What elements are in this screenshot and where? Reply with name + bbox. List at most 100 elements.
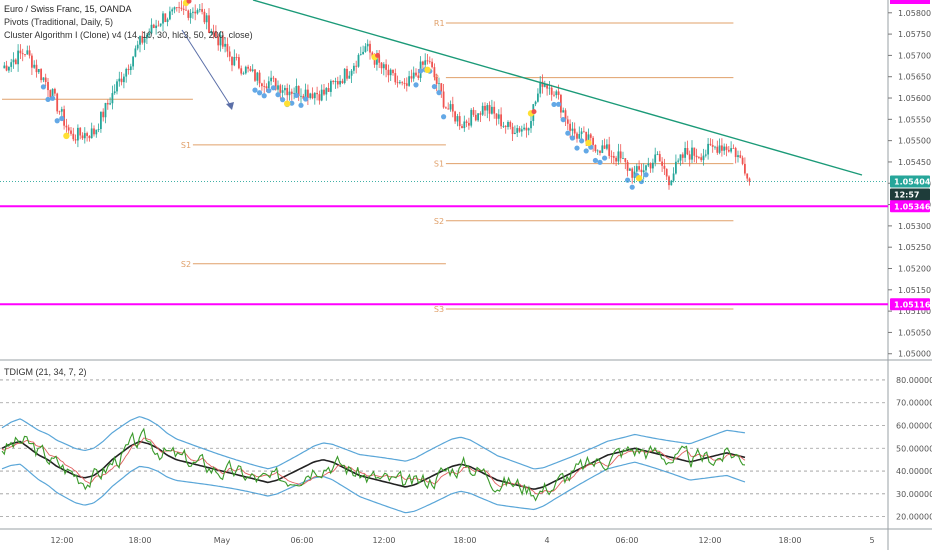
candle-body bbox=[221, 35, 224, 47]
candle-body bbox=[178, 7, 180, 9]
price-tick-label: 1.05050 bbox=[898, 328, 931, 337]
candle bbox=[125, 67, 128, 83]
candle-body bbox=[215, 31, 217, 37]
candle bbox=[235, 53, 238, 61]
time-label: 18:00 bbox=[778, 536, 801, 545]
candle-body bbox=[24, 54, 26, 55]
candle-body bbox=[173, 7, 176, 10]
candle bbox=[665, 168, 668, 181]
candle bbox=[523, 123, 525, 131]
candle-body bbox=[378, 56, 381, 63]
cluster-dot bbox=[597, 159, 603, 165]
candle-body bbox=[422, 61, 424, 65]
candle-body bbox=[569, 123, 571, 131]
candle-body bbox=[734, 148, 737, 158]
candle-body bbox=[583, 131, 585, 133]
time-label: 12:00 bbox=[372, 536, 395, 545]
candle bbox=[748, 177, 751, 186]
candle-body bbox=[81, 135, 84, 139]
candle-body bbox=[42, 77, 45, 81]
candle bbox=[111, 85, 114, 110]
candle-body bbox=[72, 133, 75, 140]
candle-body bbox=[47, 82, 49, 91]
candle-body bbox=[302, 95, 305, 99]
candle bbox=[392, 69, 394, 76]
candle bbox=[658, 150, 661, 162]
cluster-dot bbox=[418, 68, 424, 74]
candle bbox=[472, 107, 475, 117]
candle-body bbox=[658, 154, 661, 162]
candle bbox=[649, 162, 652, 173]
cluster-dot-highlight bbox=[63, 132, 70, 140]
candle bbox=[470, 108, 473, 128]
candle bbox=[525, 122, 528, 138]
candle-body bbox=[387, 69, 390, 76]
candle bbox=[263, 79, 266, 94]
candle bbox=[693, 147, 696, 163]
candle-body bbox=[265, 86, 268, 89]
candle-body bbox=[656, 154, 659, 155]
candle-body bbox=[405, 83, 408, 86]
candle-body bbox=[376, 56, 378, 65]
candle-body bbox=[93, 128, 95, 135]
candle bbox=[424, 53, 427, 68]
candle-body bbox=[353, 65, 355, 71]
candle bbox=[415, 68, 417, 77]
candle-body bbox=[33, 64, 36, 68]
candle-body bbox=[721, 145, 723, 151]
candle bbox=[435, 73, 438, 92]
candle-body bbox=[486, 105, 489, 111]
candle bbox=[86, 131, 88, 142]
cluster-dot bbox=[40, 84, 47, 90]
time-label: 18:00 bbox=[453, 536, 476, 545]
candle bbox=[541, 74, 544, 94]
candle bbox=[619, 144, 622, 163]
candle bbox=[175, 6, 178, 12]
candle bbox=[21, 48, 24, 62]
candle-body bbox=[693, 147, 696, 156]
candle-body bbox=[274, 78, 277, 90]
candle-body bbox=[746, 173, 749, 179]
candle-body bbox=[224, 43, 226, 47]
candle bbox=[366, 39, 369, 52]
candle bbox=[629, 167, 631, 171]
candle bbox=[330, 79, 332, 97]
candle-body bbox=[445, 107, 447, 109]
candle bbox=[346, 65, 348, 81]
candle-body bbox=[629, 168, 631, 171]
candle-body bbox=[748, 178, 751, 182]
candle bbox=[339, 75, 341, 88]
candle-body bbox=[681, 154, 684, 158]
candle bbox=[516, 124, 519, 138]
candle-body bbox=[286, 87, 289, 96]
candle-body bbox=[54, 88, 56, 94]
cluster-dot bbox=[270, 85, 276, 91]
candle bbox=[520, 125, 523, 137]
price-tick-label: 1.05300 bbox=[898, 222, 931, 231]
candle-body bbox=[491, 106, 493, 114]
candle-body bbox=[313, 92, 316, 99]
candle-body bbox=[739, 155, 742, 158]
candle bbox=[118, 71, 121, 87]
candle bbox=[711, 139, 714, 153]
candle-body bbox=[608, 144, 611, 156]
candle bbox=[12, 52, 15, 69]
candle-body bbox=[612, 156, 615, 158]
candle bbox=[599, 150, 601, 156]
level-tag: 1.05116 bbox=[894, 300, 931, 309]
candle bbox=[313, 92, 316, 105]
candle bbox=[474, 110, 477, 122]
candle-body bbox=[100, 111, 102, 130]
candle bbox=[707, 137, 709, 160]
candle bbox=[353, 63, 355, 74]
candle-body bbox=[546, 84, 548, 89]
candle-body bbox=[566, 119, 569, 124]
candle bbox=[189, 8, 192, 24]
time-label: 18:00 bbox=[128, 536, 151, 545]
candle-body bbox=[49, 90, 52, 98]
legend-pivots: Pivots (Traditional, Daily, 5) bbox=[4, 17, 114, 27]
candle bbox=[244, 65, 247, 75]
candle-body bbox=[537, 93, 539, 102]
candle bbox=[698, 156, 700, 160]
cluster-dot bbox=[565, 130, 571, 136]
